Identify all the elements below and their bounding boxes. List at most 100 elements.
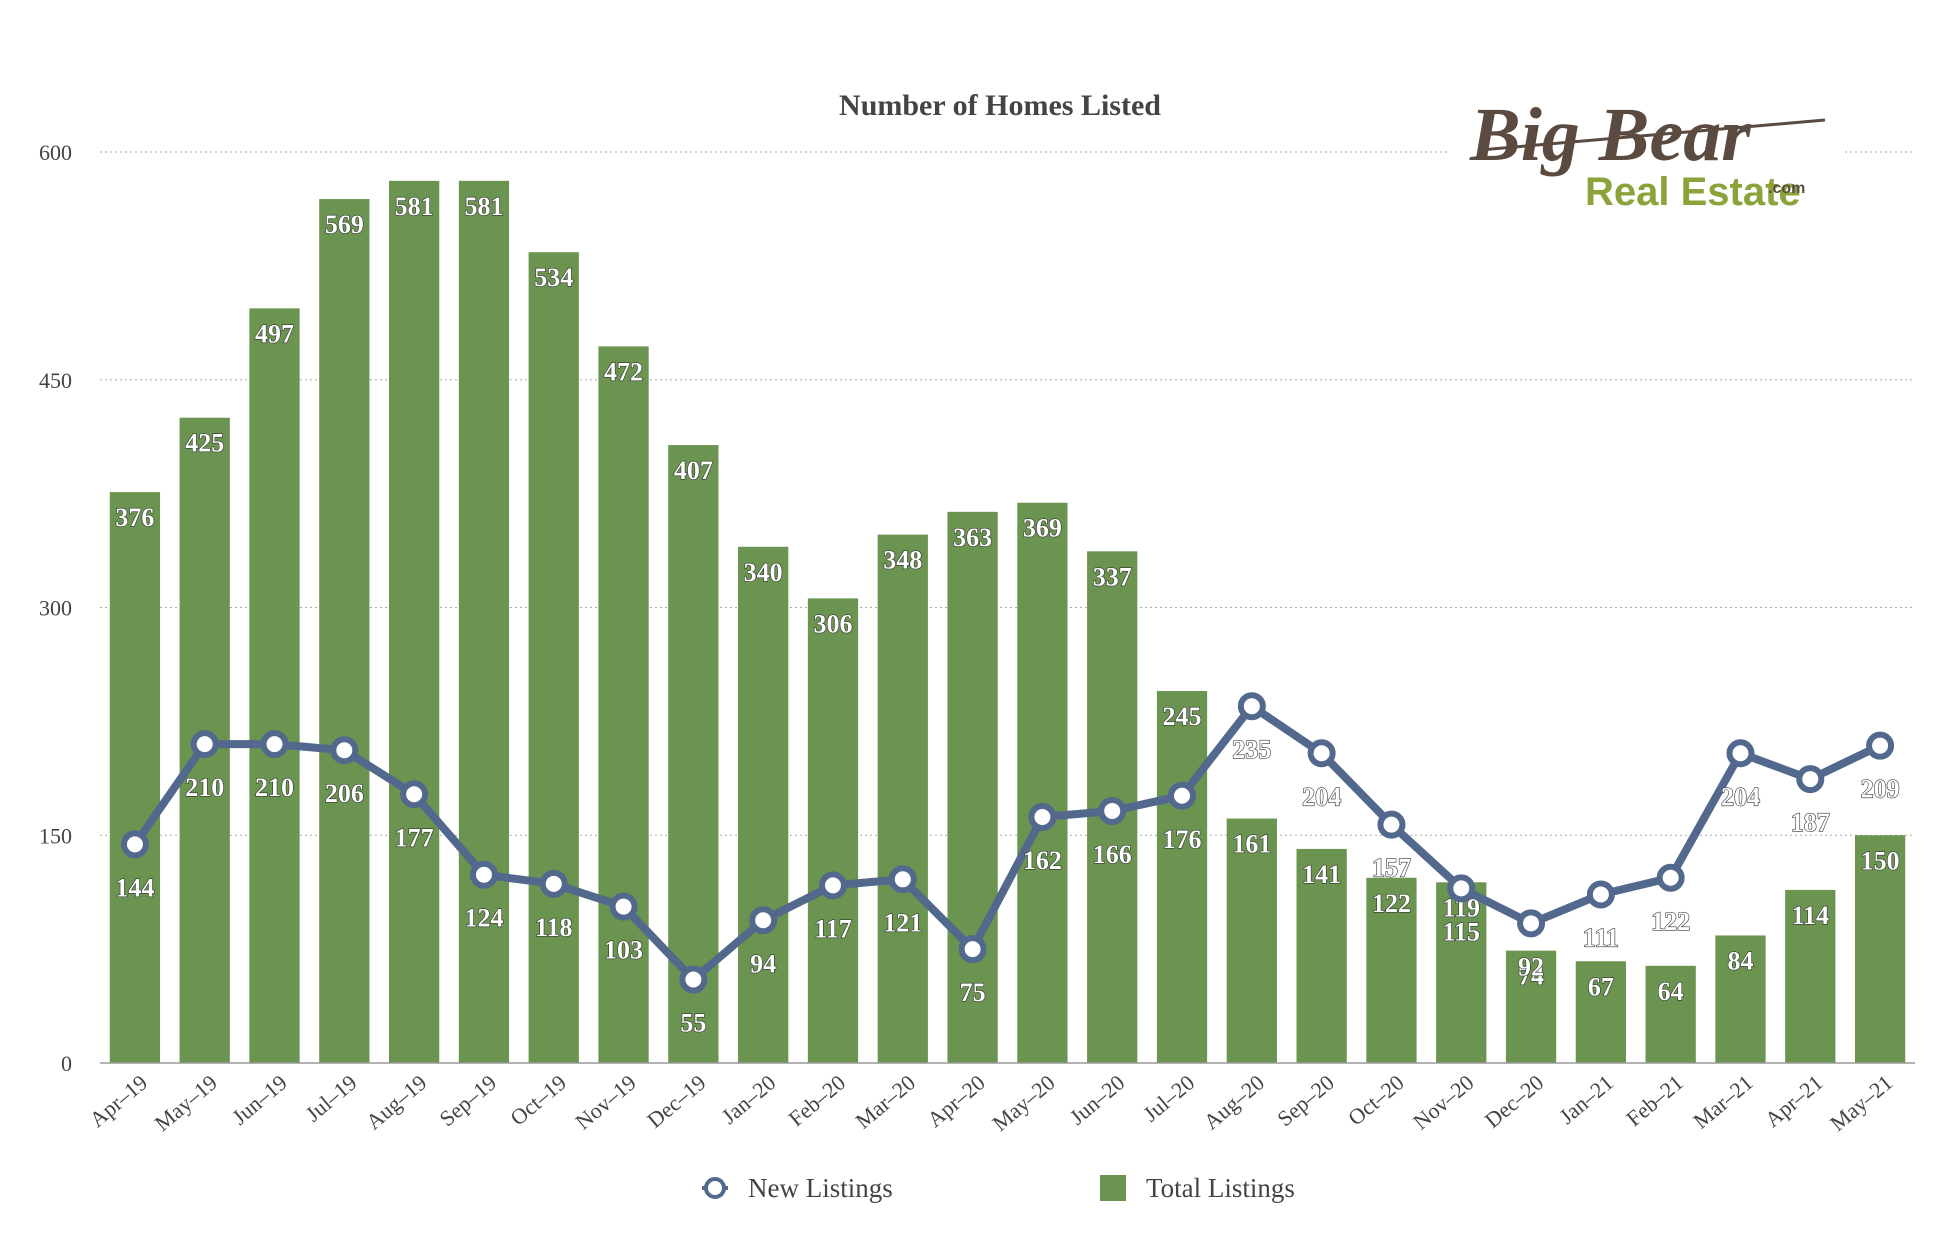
legend-marker-swatch: [704, 1177, 726, 1199]
line-value-label: 124: [464, 904, 503, 933]
x-tick-label: May–19: [150, 1070, 222, 1136]
line-value-label: 157: [1372, 854, 1411, 883]
bar-value-label: 407: [674, 456, 713, 485]
bar: [249, 308, 300, 1064]
x-tick-label: Aug–20: [1199, 1070, 1269, 1135]
line-point: [888, 865, 917, 894]
bar: [1296, 848, 1347, 1063]
x-tick-label: Oct–20: [1343, 1070, 1409, 1131]
bar-value-label: 114: [1791, 901, 1829, 930]
x-tick-label: May–20: [987, 1070, 1059, 1136]
x-tick-label: Apr–20: [922, 1070, 990, 1132]
line-point: [330, 736, 359, 765]
bar: [1156, 691, 1208, 1063]
bar-value-label: 306: [813, 609, 852, 638]
line-value-label: 166: [1093, 840, 1132, 869]
line-series-new-listings: [120, 692, 1895, 994]
line-value-label: 94: [750, 949, 776, 978]
line-point: [1796, 765, 1825, 794]
x-tick-label: Nov–20: [1408, 1070, 1478, 1135]
line-point: [1656, 863, 1685, 892]
line-value-label: 204: [1721, 782, 1760, 811]
logo-backdrop: [1450, 90, 1845, 220]
bar-value-label: 425: [185, 429, 224, 458]
legend-item-total-listings: Total Listings: [1100, 1173, 1295, 1203]
bar: [877, 534, 928, 1063]
line-point: [958, 935, 987, 964]
y-tick-label: 0: [61, 1051, 72, 1076]
bar: [458, 180, 510, 1063]
x-tick-label: Jun–19: [227, 1070, 292, 1130]
line-value-label: 187: [1791, 808, 1830, 837]
line-point: [1168, 781, 1197, 810]
line-value-label: 177: [395, 823, 434, 852]
x-tick-label: Sep–19: [435, 1070, 502, 1132]
bar: [598, 346, 649, 1063]
line-value-label: 122: [1651, 907, 1690, 936]
line-value-label: 103: [604, 936, 643, 965]
y-tick-label: 450: [39, 368, 72, 393]
x-tick-label: Jan–21: [1554, 1070, 1618, 1129]
legend-bar-swatch: [1100, 1175, 1126, 1201]
line-value-label: 209: [1861, 775, 1900, 804]
bar: [1785, 889, 1836, 1063]
line-value-label: 204: [1302, 782, 1341, 811]
line-value-label: 206: [325, 779, 364, 808]
big-bear-logo: Big Bear Real Estate .com: [1450, 90, 1845, 220]
bar: [1017, 502, 1068, 1063]
x-tick-label: Mar–21: [1688, 1070, 1757, 1134]
bar-value-label: 497: [255, 319, 294, 348]
y-tick-label: 300: [39, 596, 72, 621]
bar-value-label: 376: [115, 503, 154, 532]
bar: [1436, 882, 1487, 1063]
bar: [1575, 961, 1626, 1063]
bar-series-total-listings: [109, 180, 1906, 1064]
line-value-label: 162: [1023, 846, 1062, 875]
line-point: [1307, 739, 1336, 768]
line-point: [120, 830, 149, 859]
bar: [109, 492, 161, 1063]
line-value-label: 111: [1583, 923, 1619, 952]
line-point: [1237, 692, 1266, 721]
bar: [319, 199, 370, 1063]
x-tick-label: Dec–19: [642, 1070, 710, 1133]
gridlines: [100, 151, 1915, 836]
bar-value-label: 337: [1093, 562, 1132, 591]
x-tick-label: Nov–19: [570, 1070, 640, 1135]
line-value-label: 235: [1232, 735, 1271, 764]
line-value-label: 118: [535, 913, 573, 942]
bar: [807, 598, 859, 1063]
x-tick-label: Apr–19: [85, 1070, 153, 1132]
bar-value-label: 534: [534, 263, 573, 292]
bar-value-label: 340: [744, 558, 783, 587]
logo-real-estate: Real Estate: [1585, 170, 1801, 214]
x-tick-label: Sep–20: [1272, 1070, 1339, 1132]
bar-value-label: 150: [1861, 846, 1900, 875]
legend-label-new-listings: New Listings: [748, 1173, 893, 1203]
line-point: [1517, 909, 1546, 938]
bar: [1715, 935, 1766, 1063]
bar: [1505, 950, 1557, 1063]
line-point: [1726, 739, 1755, 768]
logo-swoosh: [1479, 118, 1826, 152]
line-point: [749, 906, 778, 935]
bar-value-label: 245: [1163, 702, 1202, 731]
line-point: [818, 871, 847, 900]
bar-value-label: 67: [1588, 972, 1614, 1001]
line-value-label: 55: [680, 1008, 706, 1037]
bar: [738, 546, 789, 1063]
line-point: [1028, 803, 1057, 832]
bar-value-label: 161: [1232, 830, 1271, 859]
legend: New Listings Total Listings: [702, 1173, 1295, 1203]
bar-value-label: 369: [1023, 514, 1062, 543]
x-tick-label: Dec–20: [1480, 1070, 1548, 1133]
legend-label-total-listings: Total Listings: [1146, 1173, 1295, 1203]
legend-item-new-listings: New Listings: [702, 1173, 893, 1203]
bar-value-label: 64: [1658, 977, 1684, 1006]
bar: [389, 180, 440, 1063]
x-tick-label: Aug–19: [361, 1070, 431, 1135]
line-value-label: 210: [185, 773, 224, 802]
bar-value-label: 363: [953, 523, 992, 552]
